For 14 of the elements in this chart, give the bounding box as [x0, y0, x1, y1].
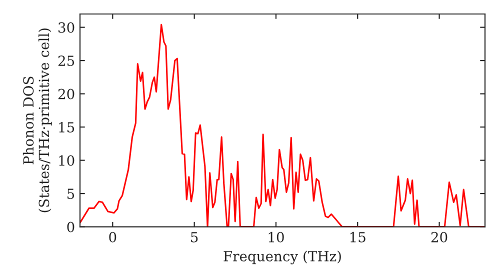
y-axis-title: Phonon DOS (States/THz·primitive cell)	[22, 28, 52, 212]
x-tick-label: 15	[350, 232, 366, 242]
x-tick-label: 5	[191, 232, 198, 242]
x-tick-label: 10	[268, 232, 284, 242]
y-tick-label: 25	[58, 56, 74, 66]
x-tick-label: 20	[431, 232, 448, 242]
y-tick-label: 10	[59, 155, 74, 166]
y-tick-label: 15	[59, 122, 74, 133]
x-tick-label: 0	[109, 232, 116, 242]
y-tick-label: 0	[67, 222, 74, 232]
x-axis-title: Frequency (THz)	[224, 250, 341, 264]
y-tick-label: 20	[58, 88, 74, 100]
y-tick-label: 30	[58, 22, 74, 33]
y-tick-label: 5	[67, 188, 74, 200]
